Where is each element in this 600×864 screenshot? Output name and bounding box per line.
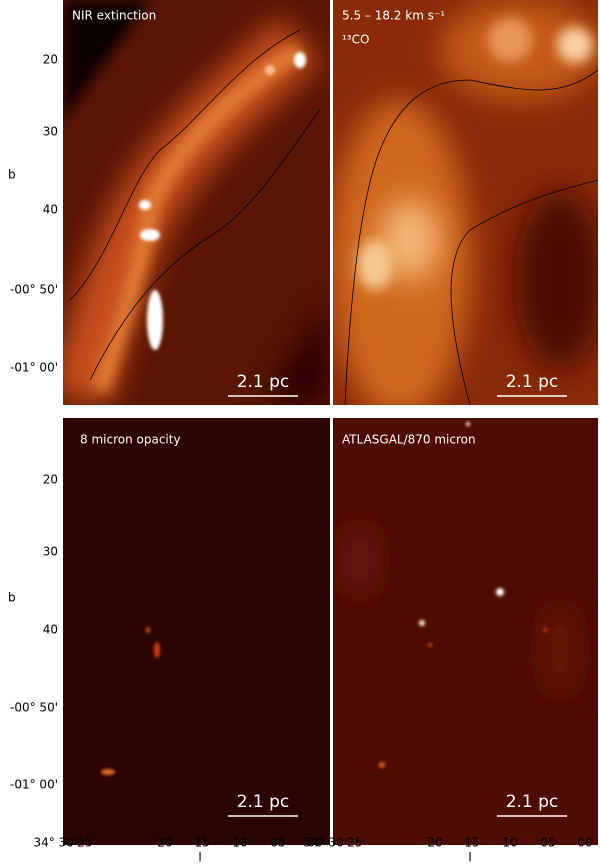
scalebar-label: 2.1 pc xyxy=(506,792,559,812)
scalebar-label: 2.1 pc xyxy=(237,792,290,812)
x-tick-label: 34° 30'25 xyxy=(304,836,363,850)
x-tick-label: 10 xyxy=(502,836,517,850)
y-tick-label: -00° 50' xyxy=(10,283,58,297)
y-tick-label: -01° 00' xyxy=(10,778,58,792)
scalebar-label: 2.1 pc xyxy=(237,372,290,392)
x-tick-label: 20 xyxy=(157,836,172,850)
panel-label: ATLASGAL/870 micron xyxy=(342,433,476,447)
x-tick-label: 15 xyxy=(464,836,479,850)
y-tick-label: -00° 50' xyxy=(10,701,58,715)
y-axis-title: b xyxy=(8,591,16,605)
panel-label: NIR extinction xyxy=(72,9,156,23)
y-tick-label: 30 xyxy=(43,545,58,559)
x-tick-label: 05 xyxy=(540,836,555,850)
y-axis-title: b xyxy=(8,168,16,182)
x-tick-label: 15 xyxy=(194,836,209,850)
panel-label: 8 micron opacity xyxy=(80,433,181,447)
x-axis-title: l xyxy=(468,851,471,864)
x-tick-label: 34° 30'25 xyxy=(34,836,93,850)
panel-label: 5.5 – 18.2 km s⁻¹ xyxy=(342,9,445,23)
panel-label: ¹³CO xyxy=(342,33,369,47)
y-tick-label: 20 xyxy=(43,473,58,487)
panel-image xyxy=(63,418,330,845)
y-tick-label: -01° 00' xyxy=(10,361,58,375)
x-tick-label: 20 xyxy=(427,836,442,850)
y-tick-label: 40 xyxy=(43,203,58,217)
scalebar-label: 2.1 pc xyxy=(506,372,559,392)
panel-image xyxy=(333,418,598,845)
panel-image xyxy=(333,0,598,405)
panel-image xyxy=(63,0,330,405)
x-tick-label: 00 xyxy=(307,836,322,850)
x-tick-label: 05 xyxy=(270,836,285,850)
y-tick-label: 30 xyxy=(43,125,58,139)
y-tick-label: 20 xyxy=(43,53,58,67)
x-tick-label: 00 xyxy=(577,836,592,850)
y-tick-label: 40 xyxy=(43,623,58,637)
x-tick-label: 10 xyxy=(232,836,247,850)
x-axis-title: l xyxy=(198,851,201,864)
